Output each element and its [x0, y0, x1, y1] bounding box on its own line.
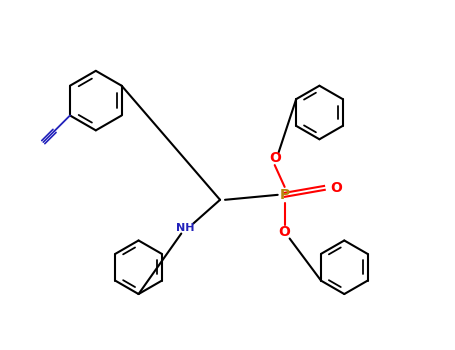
Text: O: O — [279, 225, 291, 239]
Text: O: O — [330, 181, 342, 195]
Text: NH: NH — [176, 223, 194, 233]
Text: P: P — [279, 188, 290, 202]
Text: O: O — [269, 151, 281, 165]
